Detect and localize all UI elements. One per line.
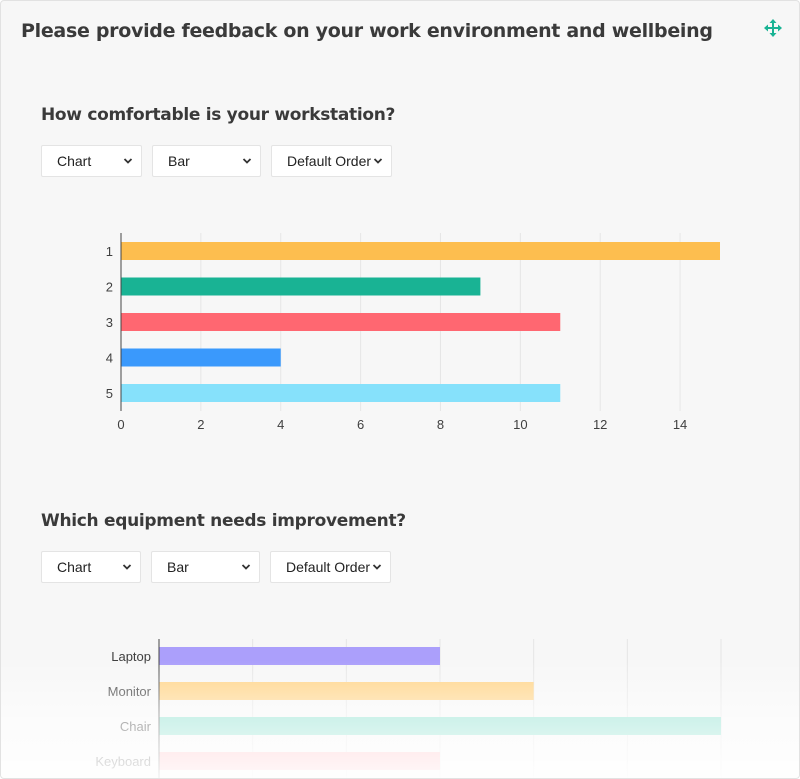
x-tick-label: 4 <box>277 417 284 432</box>
move-icon[interactable] <box>763 18 783 38</box>
category-label: Laptop <box>111 649 151 664</box>
category-label: 3 <box>106 315 113 330</box>
chart-type-select[interactable]: Bar <box>152 145 261 177</box>
view-select-value: Chart <box>57 153 92 169</box>
x-tick-label: 6 <box>357 417 364 432</box>
bar <box>121 242 720 260</box>
view-select[interactable]: Chart <box>41 145 142 177</box>
panel-title: Please provide feedback on your work env… <box>21 20 713 42</box>
chevron-down-icon <box>123 158 133 164</box>
x-tick-label: 8 <box>437 417 444 432</box>
chevron-down-icon <box>122 564 132 570</box>
order-select-value: Default Order <box>286 559 371 575</box>
view-select[interactable]: Chart <box>41 551 141 583</box>
x-tick-label: 2 <box>197 417 204 432</box>
chevron-down-icon <box>242 158 252 164</box>
chart-type-select[interactable]: Bar <box>151 551 260 583</box>
order-select-value: Default Order <box>287 153 372 169</box>
x-tick-label: 0 <box>117 417 124 432</box>
bar <box>159 752 440 770</box>
equipment-bar-chart: Laptop Monitor Chair Keyboard <box>95 639 722 778</box>
chevron-down-icon <box>372 564 382 570</box>
bar <box>121 384 561 402</box>
category-label: 4 <box>106 351 113 366</box>
bar <box>159 647 440 665</box>
x-tick-label: 10 <box>513 417 527 432</box>
order-select[interactable]: Default Order <box>270 551 391 583</box>
view-select-value: Chart <box>57 559 92 575</box>
question-title: How comfortable is your workstation? <box>41 105 396 125</box>
category-label: Keyboard <box>95 754 151 769</box>
x-tick-label: 12 <box>593 417 607 432</box>
x-tick-label: 14 <box>673 417 687 432</box>
category-label: 1 <box>106 244 113 259</box>
order-select[interactable]: Default Order <box>271 145 392 177</box>
chevron-down-icon <box>373 158 383 164</box>
bar <box>121 348 281 367</box>
bar <box>121 277 481 296</box>
category-label: Monitor <box>108 684 152 699</box>
chevron-down-icon <box>241 564 251 570</box>
bar <box>159 682 534 700</box>
bar <box>121 313 561 331</box>
chart-type-select-value: Bar <box>167 559 189 575</box>
category-label: Chair <box>120 719 152 734</box>
category-label: 2 <box>106 280 113 295</box>
category-label: 5 <box>106 386 113 401</box>
chart-type-select-value: Bar <box>168 153 190 169</box>
bar <box>159 717 721 735</box>
question-title: Which equipment needs improvement? <box>41 511 406 531</box>
